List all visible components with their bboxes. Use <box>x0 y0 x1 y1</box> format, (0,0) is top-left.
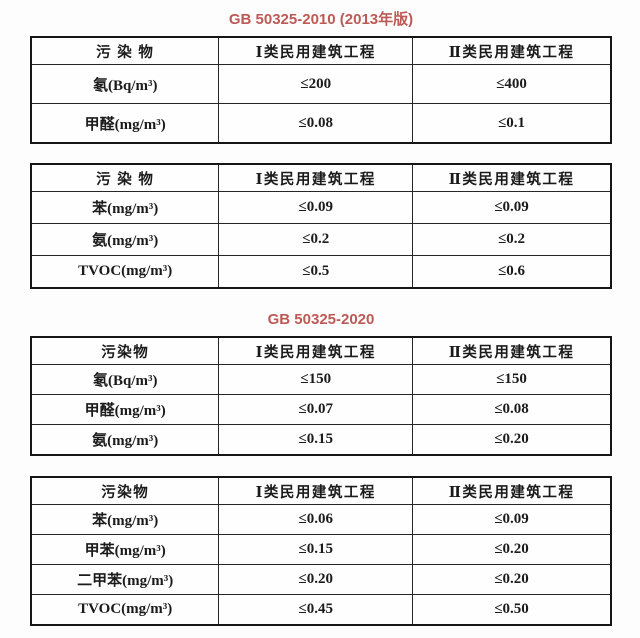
table-row: 氡(Bq/m³) ≤200 ≤400 <box>30 64 612 104</box>
pollutant-cell: 氡(Bq/m³) <box>30 64 220 104</box>
limits-table-2020-radon-formaldehyde-ammonia: 污染物 Ⅰ类民用建筑工程 Ⅱ类民用建筑工程 氡(Bq/m³) ≤150 ≤150… <box>30 336 612 456</box>
class2-building-header: Ⅱ类民用建筑工程 <box>412 36 612 65</box>
class1-building-header: Ⅰ类民用建筑工程 <box>218 36 414 65</box>
class2-limit-cell: ≤0.1 <box>412 103 612 144</box>
pollutant-cell: 甲醛(mg/m³) <box>30 103 220 144</box>
table-row: 氨(mg/m³) ≤0.15 ≤0.20 <box>30 424 612 456</box>
table-row: 苯(mg/m³) ≤0.06 ≤0.09 <box>30 504 612 535</box>
table-row: TVOC(mg/m³) ≤0.45 ≤0.50 <box>30 594 612 626</box>
class1-limit-cell: ≤0.06 <box>218 504 414 535</box>
table-row: TVOC(mg/m³) ≤0.5 ≤0.6 <box>30 255 612 289</box>
class1-limit-cell: ≤0.20 <box>218 564 414 595</box>
class2-limit-cell: ≤0.6 <box>412 255 612 289</box>
class1-limit-cell: ≤0.45 <box>218 594 414 626</box>
table-row: 甲醛(mg/m³) ≤0.08 ≤0.1 <box>30 103 612 144</box>
class1-limit-cell: ≤0.07 <box>218 394 414 425</box>
pollutant-column-header: 污染物 <box>30 336 220 365</box>
pollutant-cell: 氨(mg/m³) <box>30 223 220 256</box>
table-row: 甲苯(mg/m³) ≤0.15 ≤0.20 <box>30 534 612 565</box>
class1-limit-cell: ≤0.15 <box>218 534 414 565</box>
pollutant-cell: 氡(Bq/m³) <box>30 364 220 395</box>
class1-limit-cell: ≤200 <box>218 64 414 104</box>
class2-limit-cell: ≤0.20 <box>412 424 612 456</box>
table-header-row: 污 染 物 Ⅰ类民用建筑工程 Ⅱ类民用建筑工程 <box>30 163 612 192</box>
class1-building-header: Ⅰ类民用建筑工程 <box>218 336 414 365</box>
pollutant-column-header: 污染物 <box>30 476 220 505</box>
pollutant-cell: 苯(mg/m³) <box>30 191 220 224</box>
class1-limit-cell: ≤0.2 <box>218 223 414 256</box>
pollutant-column-header: 污 染 物 <box>30 36 220 65</box>
pollutant-cell: 二甲苯(mg/m³) <box>30 564 220 595</box>
standard-title-2010: GB 50325-2010 (2013年版) <box>228 11 414 28</box>
standard-title-2020: GB 50325-2020 <box>267 311 375 328</box>
limits-table-2010-radon-formaldehyde: 污 染 物 Ⅰ类民用建筑工程 Ⅱ类民用建筑工程 氡(Bq/m³) ≤200 ≤4… <box>30 36 612 144</box>
class2-limit-cell: ≤0.2 <box>412 223 612 256</box>
class1-limit-cell: ≤0.15 <box>218 424 414 456</box>
document-page: GB 50325-2010 (2013年版) 污 染 物 Ⅰ类民用建筑工程 Ⅱ类… <box>30 0 612 626</box>
table-header-row: 污染物 Ⅰ类民用建筑工程 Ⅱ类民用建筑工程 <box>30 336 612 365</box>
table-row: 甲醛(mg/m³) ≤0.07 ≤0.08 <box>30 394 612 425</box>
class1-limit-cell: ≤0.5 <box>218 255 414 289</box>
table-header-row: 污 染 物 Ⅰ类民用建筑工程 Ⅱ类民用建筑工程 <box>30 36 612 65</box>
table-row: 苯(mg/m³) ≤0.09 ≤0.09 <box>30 191 612 224</box>
class2-building-header: Ⅱ类民用建筑工程 <box>412 163 612 192</box>
pollutant-cell: 甲醛(mg/m³) <box>30 394 220 425</box>
pollutant-cell: 甲苯(mg/m³) <box>30 534 220 565</box>
class2-limit-cell: ≤0.09 <box>412 191 612 224</box>
class1-limit-cell: ≤0.08 <box>218 103 414 144</box>
limits-table-2020-benzene-toluene-xylene-tvoc: 污染物 Ⅰ类民用建筑工程 Ⅱ类民用建筑工程 苯(mg/m³) ≤0.06 ≤0.… <box>30 476 612 626</box>
pollutant-cell: 氨(mg/m³) <box>30 424 220 456</box>
class2-limit-cell: ≤0.50 <box>412 594 612 626</box>
pollutant-column-header: 污 染 物 <box>30 163 220 192</box>
pollutant-cell: TVOC(mg/m³) <box>30 594 220 626</box>
limits-table-2010-benzene-ammonia-tvoc: 污 染 物 Ⅰ类民用建筑工程 Ⅱ类民用建筑工程 苯(mg/m³) ≤0.09 ≤… <box>30 163 612 289</box>
class2-building-header: Ⅱ类民用建筑工程 <box>412 336 612 365</box>
class2-limit-cell: ≤0.08 <box>412 394 612 425</box>
class2-limit-cell: ≤0.09 <box>412 504 612 535</box>
class1-building-header: Ⅰ类民用建筑工程 <box>218 163 414 192</box>
class1-limit-cell: ≤150 <box>218 364 414 395</box>
pollutant-cell: TVOC(mg/m³) <box>30 255 220 289</box>
table-row: 二甲苯(mg/m³) ≤0.20 ≤0.20 <box>30 564 612 595</box>
class2-limit-cell: ≤150 <box>412 364 612 395</box>
table-row: 氨(mg/m³) ≤0.2 ≤0.2 <box>30 223 612 256</box>
class2-limit-cell: ≤400 <box>412 64 612 104</box>
table-row: 氡(Bq/m³) ≤150 ≤150 <box>30 364 612 395</box>
table-header-row: 污染物 Ⅰ类民用建筑工程 Ⅱ类民用建筑工程 <box>30 476 612 505</box>
class2-limit-cell: ≤0.20 <box>412 534 612 565</box>
class2-limit-cell: ≤0.20 <box>412 564 612 595</box>
class2-building-header: Ⅱ类民用建筑工程 <box>412 476 612 505</box>
class1-limit-cell: ≤0.09 <box>218 191 414 224</box>
pollutant-cell: 苯(mg/m³) <box>30 504 220 535</box>
class1-building-header: Ⅰ类民用建筑工程 <box>218 476 414 505</box>
